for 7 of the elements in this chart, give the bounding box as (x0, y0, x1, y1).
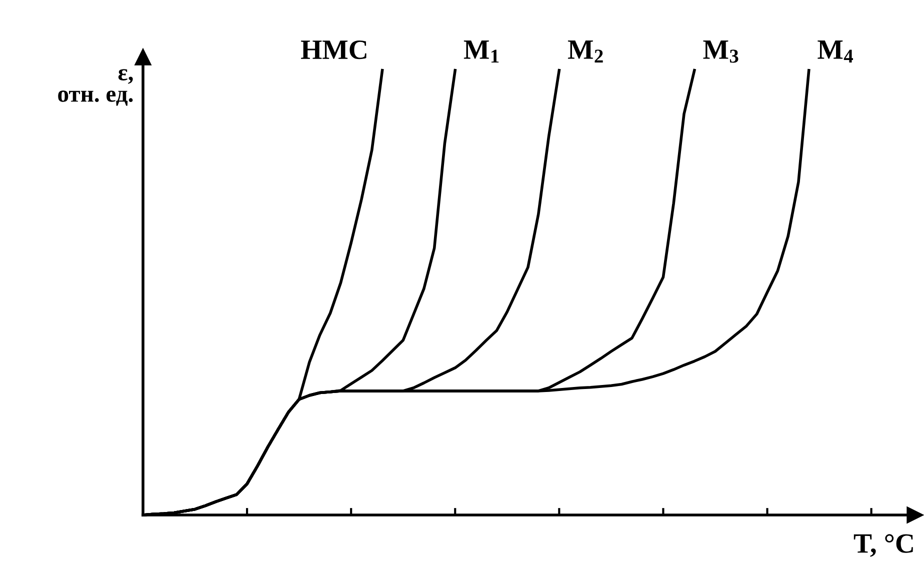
x-axis-title: T, °C (854, 534, 913, 557)
series-label: НМС (300, 40, 366, 60)
series-label: М$_{3}$ (703, 40, 738, 63)
y-axis-title: ε, отн. ед. (58, 69, 133, 106)
series-label: М$_{1}$ (464, 40, 499, 63)
series-label: М$_{4}$ (818, 40, 854, 63)
series-label: М$_{2}$ (568, 40, 603, 63)
